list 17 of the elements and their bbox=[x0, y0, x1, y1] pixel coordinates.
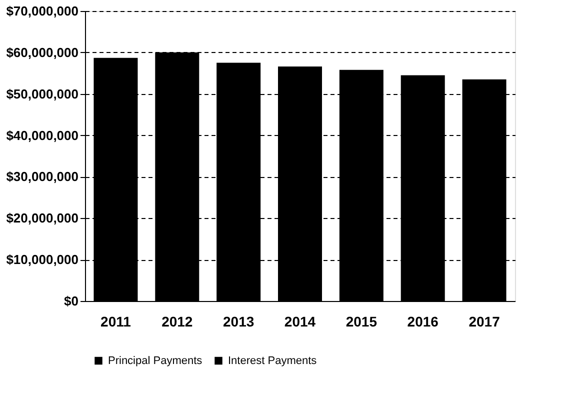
x-tick-label: 2011 bbox=[100, 314, 132, 330]
x-tick-label: 2017 bbox=[468, 314, 500, 330]
y-tick-label: $40,000,000 bbox=[6, 128, 78, 143]
legend-label: Interest Payments bbox=[228, 354, 318, 367]
y-tick-label: $0 bbox=[64, 294, 78, 308]
y-tick-label: $20,000,000 bbox=[6, 210, 78, 226]
x-tick-label: 2015 bbox=[346, 314, 378, 330]
x-tick-label: 2012 bbox=[162, 314, 193, 330]
y-tick-label: $10,000,000 bbox=[6, 252, 78, 268]
x-tick-label: 2014 bbox=[284, 314, 316, 330]
y-tick-label: $60,000,000 bbox=[6, 44, 78, 60]
y-tick-label: $30,000,000 bbox=[6, 169, 78, 184]
x-tick-label: 2013 bbox=[222, 314, 254, 330]
legend-label: Principal Payments bbox=[108, 354, 203, 367]
y-tick-label: $50,000,000 bbox=[6, 86, 78, 102]
x-tick-label: 2016 bbox=[407, 314, 439, 330]
y-tick-label: $70,000,000 bbox=[6, 4, 78, 18]
